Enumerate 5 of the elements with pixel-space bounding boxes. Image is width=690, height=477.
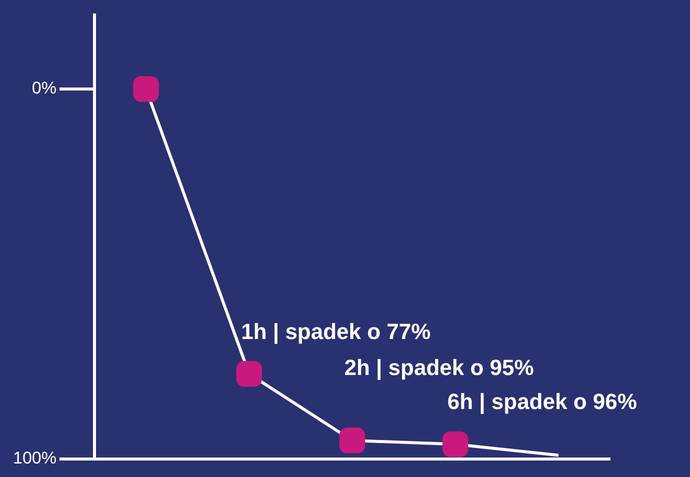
data-label: 1h | spadek o 77% bbox=[241, 318, 431, 344]
data-label: 6h | spadek o 96% bbox=[447, 389, 637, 414]
y-tick-label: 100% bbox=[12, 448, 56, 468]
y-tick-label: 0% bbox=[32, 78, 56, 98]
data-label: 2h | spadek o 95% bbox=[344, 355, 534, 380]
